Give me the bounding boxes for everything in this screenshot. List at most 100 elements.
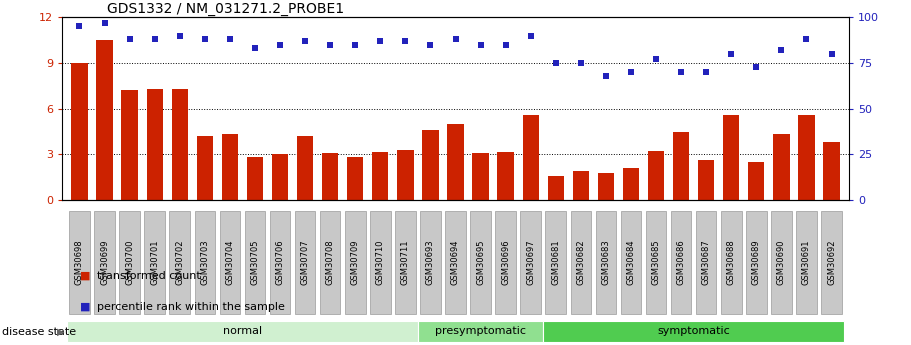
FancyBboxPatch shape	[169, 210, 190, 314]
Bar	[497, 152, 514, 200]
Bar	[773, 134, 790, 200]
Text: GSM30683: GSM30683	[601, 239, 610, 285]
Text: GSM30699: GSM30699	[100, 239, 109, 285]
FancyBboxPatch shape	[821, 210, 842, 314]
FancyBboxPatch shape	[646, 210, 666, 314]
Bar	[171, 89, 188, 200]
Bar	[197, 136, 213, 200]
Point	[574, 60, 589, 66]
Text: GSM30709: GSM30709	[351, 239, 360, 285]
FancyBboxPatch shape	[721, 210, 742, 314]
FancyBboxPatch shape	[320, 210, 341, 314]
FancyBboxPatch shape	[395, 210, 415, 314]
Point	[122, 37, 137, 42]
Text: GSM30686: GSM30686	[677, 239, 686, 285]
Bar	[322, 153, 338, 200]
Point	[348, 42, 363, 48]
Text: GSM30692: GSM30692	[827, 239, 836, 285]
Text: GDS1332 / NM_031271.2_PROBE1: GDS1332 / NM_031271.2_PROBE1	[107, 2, 344, 16]
Text: GSM30693: GSM30693	[426, 239, 435, 285]
Bar	[748, 162, 764, 200]
FancyBboxPatch shape	[771, 210, 792, 314]
Text: ■: ■	[80, 271, 91, 281]
Point	[524, 33, 538, 38]
Point	[649, 57, 663, 62]
Point	[699, 69, 713, 75]
Bar	[548, 176, 564, 200]
Point	[674, 69, 689, 75]
Point	[548, 60, 563, 66]
Bar	[347, 157, 363, 200]
Text: GSM30708: GSM30708	[325, 239, 334, 285]
FancyBboxPatch shape	[345, 210, 365, 314]
Point	[198, 37, 212, 42]
FancyBboxPatch shape	[119, 210, 140, 314]
FancyBboxPatch shape	[796, 210, 817, 314]
Text: GSM30711: GSM30711	[401, 239, 410, 285]
Point	[749, 64, 763, 69]
Point	[398, 38, 413, 44]
Bar	[71, 63, 87, 200]
Text: GSM30697: GSM30697	[527, 239, 535, 285]
Text: GSM30704: GSM30704	[225, 239, 234, 285]
Text: GSM30684: GSM30684	[627, 239, 636, 285]
Text: presymptomatic: presymptomatic	[435, 326, 526, 336]
FancyBboxPatch shape	[496, 210, 516, 314]
Bar	[573, 171, 589, 200]
FancyBboxPatch shape	[746, 210, 766, 314]
Bar	[673, 131, 690, 200]
Text: GSM30694: GSM30694	[451, 239, 460, 285]
Text: normal: normal	[223, 326, 262, 336]
Point	[474, 42, 488, 48]
Point	[824, 51, 839, 57]
Text: transformed count: transformed count	[97, 271, 200, 281]
Bar	[723, 115, 740, 200]
Point	[172, 33, 187, 38]
Point	[298, 38, 312, 44]
Point	[373, 38, 387, 44]
Point	[799, 37, 814, 42]
Text: GSM30688: GSM30688	[727, 239, 736, 285]
Bar	[247, 157, 263, 200]
Bar	[397, 150, 414, 200]
Bar	[473, 153, 488, 200]
Bar	[373, 152, 388, 200]
Text: GSM30707: GSM30707	[301, 239, 310, 285]
Bar	[598, 174, 614, 200]
FancyBboxPatch shape	[620, 210, 641, 314]
Bar	[698, 160, 714, 200]
Bar	[798, 115, 814, 200]
Text: disease state: disease state	[2, 327, 76, 337]
Bar	[523, 115, 538, 200]
FancyBboxPatch shape	[520, 210, 541, 314]
Bar	[221, 134, 238, 200]
Text: GSM30706: GSM30706	[275, 239, 284, 285]
Text: GSM30703: GSM30703	[200, 239, 210, 285]
FancyBboxPatch shape	[543, 321, 844, 342]
Text: GSM30700: GSM30700	[125, 239, 134, 285]
FancyBboxPatch shape	[220, 210, 241, 314]
FancyBboxPatch shape	[570, 210, 591, 314]
FancyBboxPatch shape	[445, 210, 466, 314]
FancyBboxPatch shape	[67, 321, 418, 342]
FancyBboxPatch shape	[94, 210, 115, 314]
Point	[599, 73, 613, 79]
Text: percentile rank within the sample: percentile rank within the sample	[97, 302, 284, 312]
FancyBboxPatch shape	[546, 210, 566, 314]
Bar	[297, 136, 313, 200]
Point	[448, 37, 463, 42]
Text: GSM30710: GSM30710	[376, 239, 384, 285]
Text: GSM30705: GSM30705	[251, 239, 260, 285]
FancyBboxPatch shape	[420, 210, 441, 314]
FancyBboxPatch shape	[370, 210, 391, 314]
Text: symptomatic: symptomatic	[657, 326, 730, 336]
FancyBboxPatch shape	[69, 210, 90, 314]
FancyBboxPatch shape	[596, 210, 616, 314]
Text: GSM30687: GSM30687	[701, 239, 711, 285]
Bar	[147, 89, 163, 200]
Text: GSM30696: GSM30696	[501, 239, 510, 285]
Point	[423, 42, 437, 48]
Bar	[271, 155, 288, 200]
Point	[148, 37, 162, 42]
Point	[624, 69, 639, 75]
